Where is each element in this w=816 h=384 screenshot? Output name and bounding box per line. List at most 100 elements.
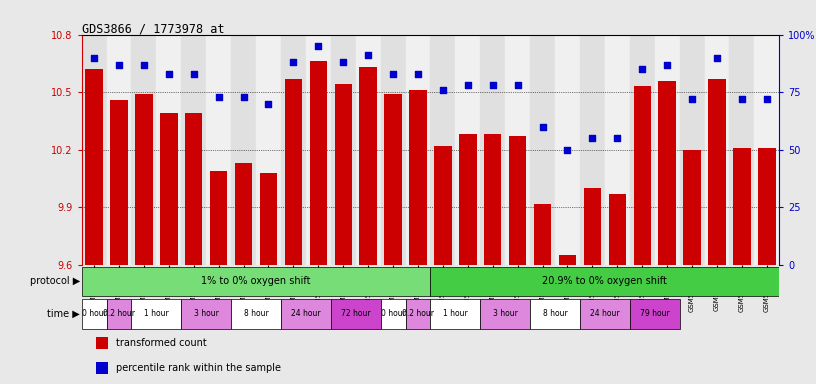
Point — [461, 82, 474, 88]
Bar — [484, 134, 502, 265]
Text: 0 hour: 0 hour — [380, 310, 406, 318]
Bar — [107, 35, 131, 265]
Bar — [259, 173, 277, 265]
Bar — [481, 35, 505, 265]
Bar — [734, 148, 751, 265]
Bar — [406, 35, 431, 265]
Bar — [481, 299, 530, 329]
Point — [711, 55, 724, 61]
Point — [685, 96, 698, 102]
Bar — [82, 35, 107, 265]
Point — [511, 82, 524, 88]
Bar — [281, 299, 330, 329]
Bar — [231, 299, 281, 329]
Bar — [534, 204, 552, 265]
Bar — [330, 35, 356, 265]
Bar — [580, 35, 605, 265]
Bar — [530, 35, 555, 265]
Bar — [680, 35, 704, 265]
Bar — [605, 35, 630, 265]
Bar — [434, 146, 451, 265]
Point — [611, 135, 624, 141]
Bar — [530, 299, 580, 329]
Bar — [160, 113, 178, 265]
Point — [237, 94, 250, 100]
Bar — [181, 35, 206, 265]
Bar — [580, 299, 630, 329]
Bar — [135, 94, 153, 265]
Bar — [131, 299, 181, 329]
Text: 8 hour: 8 hour — [543, 310, 567, 318]
Bar — [356, 35, 380, 265]
Bar — [555, 35, 580, 265]
Bar — [730, 35, 754, 265]
Point — [262, 101, 275, 107]
Bar — [380, 299, 406, 329]
Text: 24 hour: 24 hour — [590, 310, 619, 318]
Point — [437, 87, 450, 93]
Point — [486, 82, 499, 88]
Text: protocol ▶: protocol ▶ — [29, 276, 80, 286]
Point — [162, 71, 175, 77]
Bar — [206, 35, 231, 265]
Point — [636, 66, 649, 72]
Text: GDS3866 / 1773978_at: GDS3866 / 1773978_at — [82, 22, 224, 35]
Bar — [335, 84, 352, 265]
Bar — [406, 299, 431, 329]
Bar — [754, 35, 779, 265]
Bar — [410, 90, 427, 265]
Text: transformed count: transformed count — [117, 338, 207, 348]
Point — [337, 59, 350, 65]
Bar — [185, 113, 202, 265]
Bar — [256, 35, 281, 265]
Text: 0.2 hour: 0.2 hour — [103, 310, 135, 318]
Bar — [82, 299, 107, 329]
Point — [735, 96, 748, 102]
Bar — [107, 299, 131, 329]
Point — [387, 71, 400, 77]
Bar — [609, 194, 626, 265]
Bar — [455, 35, 481, 265]
Bar — [559, 255, 576, 265]
Bar — [630, 35, 654, 265]
Bar — [95, 362, 108, 374]
Text: 79 hour: 79 hour — [640, 310, 670, 318]
Bar — [384, 94, 401, 265]
Bar — [431, 35, 455, 265]
Bar — [380, 35, 406, 265]
Bar — [683, 150, 701, 265]
Bar — [431, 266, 779, 296]
Bar — [583, 188, 601, 265]
Text: 1 hour: 1 hour — [144, 310, 169, 318]
Text: 8 hour: 8 hour — [244, 310, 268, 318]
Text: 20.9% to 0% oxygen shift: 20.9% to 0% oxygen shift — [543, 276, 667, 286]
Bar — [708, 79, 725, 265]
Point — [287, 59, 300, 65]
Point — [212, 94, 225, 100]
Text: 1% to 0% oxygen shift: 1% to 0% oxygen shift — [202, 276, 311, 286]
Text: 3 hour: 3 hour — [493, 310, 517, 318]
Bar — [210, 171, 228, 265]
Text: 0 hour: 0 hour — [82, 310, 107, 318]
Point — [87, 55, 100, 61]
Bar — [359, 67, 377, 265]
Point — [113, 61, 126, 68]
Text: 3 hour: 3 hour — [193, 310, 219, 318]
Bar — [181, 299, 231, 329]
Bar — [306, 35, 330, 265]
Bar — [509, 136, 526, 265]
Point — [411, 71, 424, 77]
Bar — [630, 299, 680, 329]
Bar — [110, 100, 127, 265]
Bar — [131, 35, 157, 265]
Bar — [157, 35, 181, 265]
Bar — [86, 69, 103, 265]
Point — [137, 61, 150, 68]
Bar — [633, 86, 651, 265]
Point — [536, 124, 549, 130]
Bar — [285, 79, 302, 265]
Point — [361, 52, 375, 58]
Bar — [505, 35, 530, 265]
Bar — [659, 81, 676, 265]
Text: 1 hour: 1 hour — [443, 310, 468, 318]
